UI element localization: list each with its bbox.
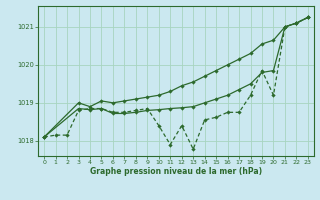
X-axis label: Graphe pression niveau de la mer (hPa): Graphe pression niveau de la mer (hPa) [90, 167, 262, 176]
